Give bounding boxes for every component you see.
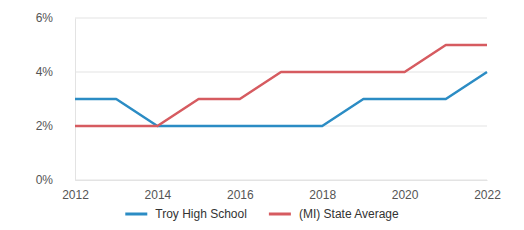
x-tick-label: 2020 xyxy=(392,188,419,202)
grid-line xyxy=(75,180,487,181)
y-tick-label: 4% xyxy=(36,65,54,79)
legend-label: Troy High School xyxy=(155,207,247,221)
plot: 0% 2% 4% 6% 2012 2014 2016 2018 2020 2022 xyxy=(36,11,502,201)
legend-swatch xyxy=(125,213,147,216)
y-tick-label: 6% xyxy=(36,11,54,25)
y-tick: 4% xyxy=(36,65,75,79)
series-line xyxy=(75,72,487,126)
legend-label: (MI) State Average xyxy=(299,207,399,221)
legend: Troy High School (MI) State Average xyxy=(125,207,399,221)
x-tick-label: 2022 xyxy=(474,188,501,202)
legend-item: Troy High School xyxy=(125,207,247,221)
x-axis: 2012 2014 2016 2018 2020 2022 xyxy=(62,180,501,202)
y-tick: 0% xyxy=(36,173,75,187)
x-tick: 2018 xyxy=(309,180,336,202)
y-tick: 2% xyxy=(36,119,75,133)
x-tick: 2014 xyxy=(145,180,172,202)
y-tick: 6% xyxy=(36,11,75,25)
series-group xyxy=(75,45,487,126)
y-tick-label: 2% xyxy=(36,119,54,133)
chart: 0% 2% 4% 6% 2012 2014 2016 2018 2020 2022 Troy Hig… xyxy=(0,0,524,230)
legend-swatch xyxy=(269,213,291,216)
series-line xyxy=(75,45,487,126)
x-tick-label: 2018 xyxy=(309,188,336,202)
grid xyxy=(75,18,487,180)
y-axis: 0% 2% 4% 6% xyxy=(36,11,76,187)
x-tick: 2016 xyxy=(227,180,254,202)
legend-item: (MI) State Average xyxy=(269,207,399,221)
x-tick: 2022 xyxy=(474,180,501,202)
grid-line xyxy=(75,18,487,19)
x-tick-label: 2014 xyxy=(145,188,172,202)
x-tick: 2020 xyxy=(392,180,419,202)
x-tick: 2012 xyxy=(62,180,89,202)
y-tick-label: 0% xyxy=(36,173,54,187)
x-tick-label: 2016 xyxy=(227,188,254,202)
x-tick-label: 2012 xyxy=(62,188,89,202)
x-axis-line xyxy=(76,180,488,181)
